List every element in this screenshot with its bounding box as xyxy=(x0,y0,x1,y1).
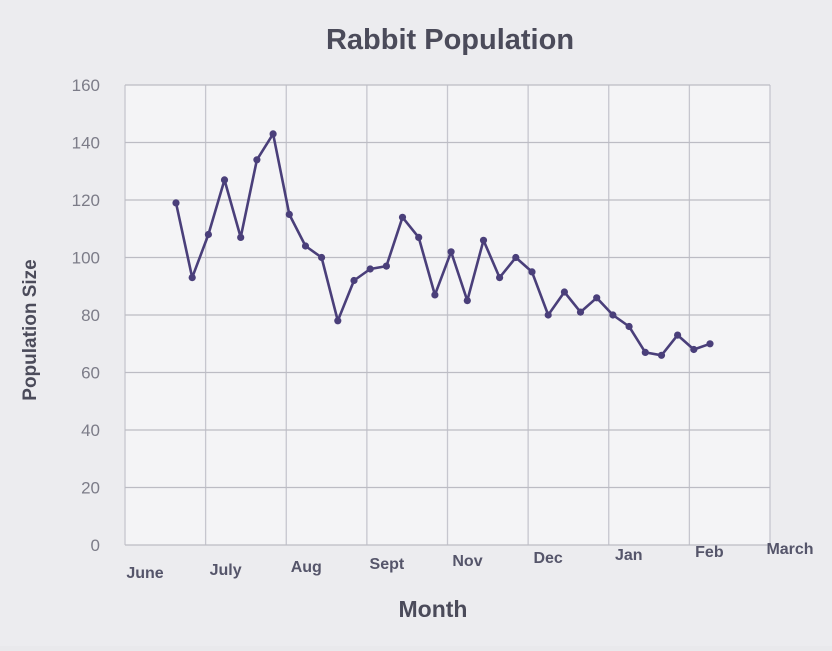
y-axis-ticks: 0 20 40 60 80 100 120 140 160 xyxy=(72,76,100,555)
horizontal-gridlines xyxy=(125,84,770,546)
x-tick-label: Sept xyxy=(370,556,405,573)
y-axis-label: Population Size xyxy=(20,259,41,400)
data-point xyxy=(544,311,552,319)
data-point xyxy=(237,233,245,241)
x-tick-label: Aug xyxy=(291,559,322,576)
data-point xyxy=(366,265,374,273)
data-point xyxy=(188,274,196,282)
data-point xyxy=(447,248,455,256)
x-tick-label: March xyxy=(766,541,813,558)
data-point xyxy=(690,345,698,354)
data-point xyxy=(334,317,342,325)
y-tick-label: 60 xyxy=(81,364,100,383)
data-point xyxy=(576,308,585,316)
x-axis-ticks: June July Aug Sept Nov Dec Jan Feb March xyxy=(126,541,813,582)
data-point xyxy=(415,233,423,241)
data-point xyxy=(528,268,536,276)
data-point xyxy=(253,156,261,164)
x-tick-label: Nov xyxy=(452,553,482,570)
data-point xyxy=(593,294,601,302)
series-group xyxy=(172,130,714,359)
data-point xyxy=(269,130,277,138)
data-point xyxy=(431,291,439,299)
y-tick-label: 140 xyxy=(72,134,100,153)
data-point xyxy=(350,276,358,285)
data-point xyxy=(398,213,407,221)
y-tick-label: 160 xyxy=(72,76,100,95)
data-point xyxy=(382,262,390,270)
data-point xyxy=(609,311,617,319)
data-point xyxy=(641,348,649,356)
data-point xyxy=(204,230,212,239)
y-tick-label: 20 xyxy=(81,479,100,498)
data-point xyxy=(463,297,471,305)
x-tick-label: Jan xyxy=(615,547,643,564)
data-point xyxy=(285,210,293,218)
data-point xyxy=(512,253,520,262)
data-point xyxy=(172,199,180,207)
x-tick-label: Feb xyxy=(695,544,724,561)
x-axis-label: Month xyxy=(399,596,468,622)
x-tick-label: Dec xyxy=(533,550,562,567)
y-tick-label: 100 xyxy=(72,249,100,268)
y-tick-label: 0 xyxy=(91,536,100,555)
x-tick-label: June xyxy=(126,565,163,582)
data-point xyxy=(674,331,682,339)
series-line xyxy=(174,132,711,357)
x-tick-label: July xyxy=(210,562,242,579)
y-tick-label: 40 xyxy=(81,421,100,440)
data-point xyxy=(560,288,569,296)
chart-title: Rabbit Population xyxy=(326,24,574,56)
data-point xyxy=(657,351,666,359)
y-tick-label: 80 xyxy=(81,306,100,325)
data-point xyxy=(706,340,714,348)
data-point xyxy=(220,176,229,184)
data-point xyxy=(318,253,326,262)
data-point xyxy=(301,242,310,250)
data-point xyxy=(625,322,633,331)
y-tick-label: 120 xyxy=(72,191,100,210)
data-point xyxy=(496,274,504,282)
data-point xyxy=(479,236,488,244)
